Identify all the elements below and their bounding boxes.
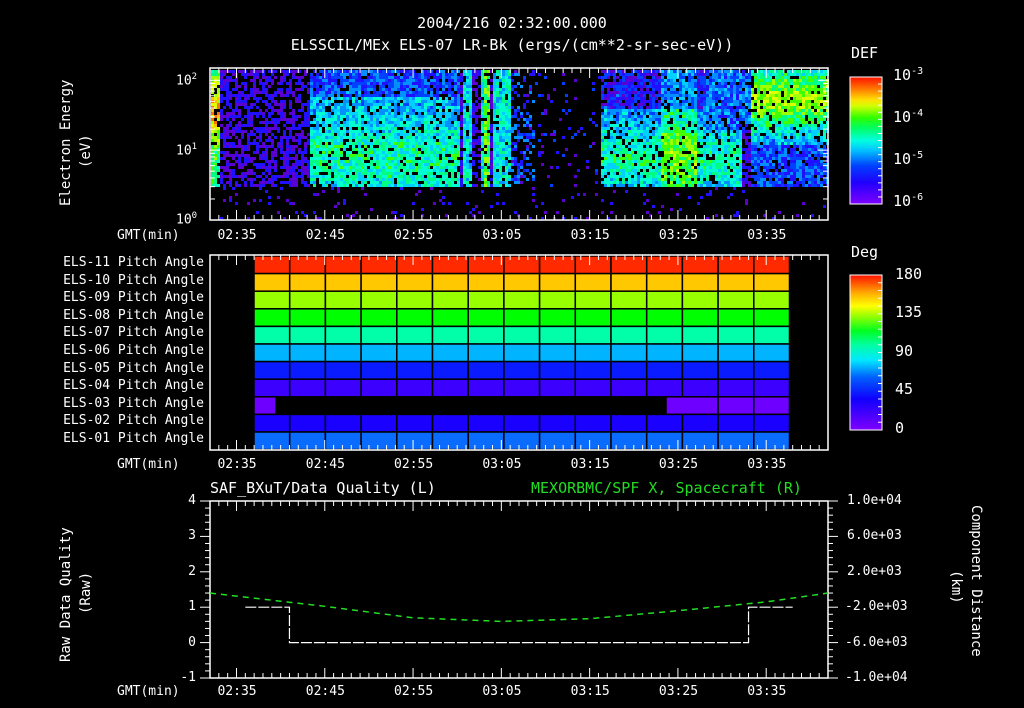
pitch-angle-row-label: ELS-07 Pitch Angle xyxy=(63,325,204,341)
spacecraft-x-line xyxy=(209,592,829,623)
pitch-angle-row-label: ELS-03 Pitch Angle xyxy=(63,395,204,411)
time-tick-label: 03:25 xyxy=(658,684,699,699)
time-tick-label: 02:45 xyxy=(305,684,345,699)
pitch-angle-row-label: ELS-11 Pitch Angle xyxy=(63,255,204,270)
def-colorbar xyxy=(849,76,883,205)
pitch-angle-row-label: ELS-10 Pitch Angle xyxy=(63,272,204,288)
left-axis-tick-label: 4 xyxy=(188,493,196,508)
right-axis-tick-label: 2.0e+03 xyxy=(847,563,902,579)
gmt-axis-label-1: GMT(min) xyxy=(117,228,180,243)
left-axis-tick-label: 1 xyxy=(188,599,196,615)
right-axis-tick-label: -6.0e+03 xyxy=(845,634,908,650)
pitch-angle-row-label: ELS-04 Pitch Angle xyxy=(63,378,204,394)
time-tick-label: 03:05 xyxy=(482,684,522,699)
pitch-angle-row-label: ELS-09 Pitch Angle xyxy=(63,290,204,306)
component-distance-axis-label: Component Distance xyxy=(968,505,984,657)
data-quality-line xyxy=(245,606,793,644)
time-tick-label: 02:35 xyxy=(217,684,257,699)
def-tick-1e-6: 10-6 xyxy=(893,192,924,210)
spacecraft-x-title: MEXORBMC/SPF X, Spacecraft (R) xyxy=(531,479,802,497)
right-axis-tick-label: -1.0e+04 xyxy=(845,670,908,685)
deg-tick-45: 45 xyxy=(895,380,914,398)
left-axis-tick-label: 2 xyxy=(188,563,196,579)
deg-tick-180: 180 xyxy=(895,265,923,283)
left-axis-tick-label: 0 xyxy=(188,634,196,650)
pitch-angle-row-label: ELS-08 Pitch Angle xyxy=(63,307,204,323)
energy-tick-1: 100 xyxy=(176,211,198,228)
time-tick-label: 03:35 xyxy=(747,684,787,699)
raw-quality-axis-units: (Raw) xyxy=(78,571,94,614)
time-title: 2004/216 02:32:00.000 xyxy=(417,14,607,32)
pitch-angle-row-label: ELS-05 Pitch Angle xyxy=(63,360,204,376)
time-tick-label: 02:55 xyxy=(394,228,434,243)
spectrogram-title: ELSSCIL/MEx ELS-07 LR-Bk (ergs/(cm**2-sr… xyxy=(290,36,734,54)
def-colorbar-label: DEF xyxy=(851,44,879,62)
gmt-axis-label-3: GMT(min) xyxy=(117,684,180,699)
def-tick-1e-5: 10-5 xyxy=(893,150,924,168)
pitch-angle-row-label: ELS-01 Pitch Angle xyxy=(63,431,204,446)
time-tick-label: 03:05 xyxy=(482,457,522,472)
time-tick-label: 02:35 xyxy=(217,228,257,243)
right-axis-tick-label: 1.0e+04 xyxy=(847,493,902,508)
time-tick-label: 03:25 xyxy=(658,228,699,243)
energy-tick-10: 101 xyxy=(176,142,198,159)
time-tick-label: 03:35 xyxy=(747,457,787,472)
left-axis-tick-label: -1 xyxy=(180,670,196,685)
gmt-axis-label-2: GMT(min) xyxy=(117,457,180,472)
deg-colorbar-label: Deg xyxy=(851,243,879,261)
right-axis-tick-label: 6.0e+03 xyxy=(847,528,902,544)
component-distance-axis-units: (km) xyxy=(948,570,964,604)
time-tick-label: 03:05 xyxy=(482,228,522,243)
time-tick-label: 02:45 xyxy=(305,457,345,472)
time-tick-label: 03:15 xyxy=(570,228,610,243)
time-tick-label: 03:25 xyxy=(658,457,699,472)
deg-tick-135: 135 xyxy=(895,303,923,321)
right-axis-tick-label: -2.0e+03 xyxy=(845,599,908,615)
time-tick-label: 02:35 xyxy=(217,457,257,472)
deg-tick-90: 90 xyxy=(895,342,914,360)
raw-quality-axis-label: Raw Data Quality xyxy=(58,527,74,662)
left-axis-tick-label: 3 xyxy=(188,528,196,544)
deg-tick-0: 0 xyxy=(895,419,905,437)
pitch-angle-row-label: ELS-06 Pitch Angle xyxy=(63,343,204,358)
data-quality-title: SAF_BXuT/Data Quality (L) xyxy=(210,479,436,497)
time-tick-label: 03:15 xyxy=(570,684,610,699)
time-tick-label: 02:55 xyxy=(394,684,434,699)
time-tick-label: 03:15 xyxy=(570,457,610,472)
time-tick-label: 03:35 xyxy=(747,228,787,243)
def-tick-1e-3: 10-3 xyxy=(893,66,924,84)
def-tick-1e-4: 10-4 xyxy=(893,108,924,126)
time-tick-label: 02:55 xyxy=(394,457,434,472)
time-tick-label: 02:45 xyxy=(305,228,345,243)
energy-tick-100: 102 xyxy=(176,72,198,89)
pitch-angle-row-label: ELS-02 Pitch Angle xyxy=(63,413,204,429)
